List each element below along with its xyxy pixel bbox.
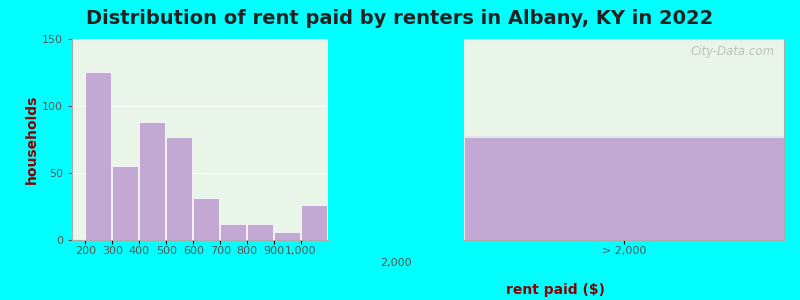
Bar: [464, 137, 784, 240]
Bar: [220, 224, 246, 240]
Text: Distribution of rent paid by renters in Albany, KY in 2022: Distribution of rent paid by renters in …: [86, 9, 714, 28]
Bar: [194, 199, 219, 240]
Bar: [139, 122, 165, 240]
Bar: [86, 73, 111, 240]
Bar: [274, 232, 300, 240]
Bar: [301, 205, 326, 240]
Bar: [166, 137, 192, 240]
Bar: [113, 166, 138, 240]
Bar: [464, 137, 784, 240]
Text: City-Data.com: City-Data.com: [690, 45, 774, 58]
Bar: [247, 224, 273, 240]
Y-axis label: households: households: [25, 95, 39, 184]
Text: rent paid ($): rent paid ($): [506, 283, 606, 297]
Text: 2,000: 2,000: [380, 258, 412, 268]
